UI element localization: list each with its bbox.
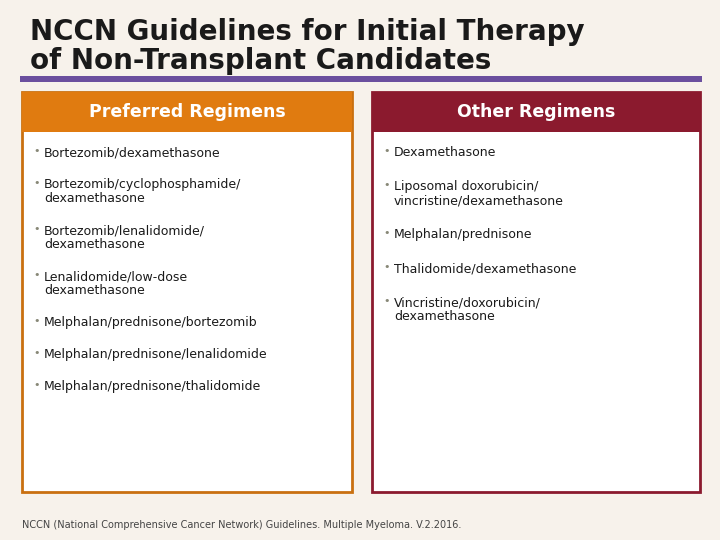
Text: dexamethasone: dexamethasone <box>394 310 495 323</box>
Text: •: • <box>383 296 390 306</box>
FancyBboxPatch shape <box>22 92 352 132</box>
FancyBboxPatch shape <box>372 92 700 132</box>
Text: NCCN Guidelines for Initial Therapy: NCCN Guidelines for Initial Therapy <box>30 18 585 46</box>
Text: Liposomal doxorubicin/: Liposomal doxorubicin/ <box>394 180 539 193</box>
Text: •: • <box>33 380 40 390</box>
Text: Bortezomib/lenalidomide/: Bortezomib/lenalidomide/ <box>44 224 205 237</box>
FancyBboxPatch shape <box>20 76 702 82</box>
Text: vincristine/dexamethasone: vincristine/dexamethasone <box>394 194 564 207</box>
Text: Dexamethasone: Dexamethasone <box>394 146 496 159</box>
Text: •: • <box>383 228 390 238</box>
Text: •: • <box>383 180 390 190</box>
Text: •: • <box>33 270 40 280</box>
Text: Bortezomib/dexamethasone: Bortezomib/dexamethasone <box>44 146 220 159</box>
Text: Melphalan/prednisone: Melphalan/prednisone <box>394 228 533 241</box>
FancyBboxPatch shape <box>22 92 352 492</box>
Text: •: • <box>383 146 390 156</box>
Text: dexamethasone: dexamethasone <box>44 238 145 251</box>
Text: Preferred Regimens: Preferred Regimens <box>89 103 285 121</box>
Text: •: • <box>33 146 40 156</box>
Text: dexamethasone: dexamethasone <box>44 192 145 205</box>
Text: dexamethasone: dexamethasone <box>44 284 145 297</box>
Text: •: • <box>33 224 40 234</box>
Text: Other Regimens: Other Regimens <box>456 103 615 121</box>
Text: NCCN (National Comprehensive Cancer Network) Guidelines. Multiple Myeloma. V.2.2: NCCN (National Comprehensive Cancer Netw… <box>22 520 462 530</box>
Text: •: • <box>33 316 40 326</box>
Text: •: • <box>383 262 390 272</box>
Text: Vincristine/doxorubicin/: Vincristine/doxorubicin/ <box>394 296 541 309</box>
Text: •: • <box>33 178 40 188</box>
FancyBboxPatch shape <box>372 92 700 492</box>
Text: Thalidomide/dexamethasone: Thalidomide/dexamethasone <box>394 262 577 275</box>
Text: Lenalidomide/low-dose: Lenalidomide/low-dose <box>44 270 188 283</box>
Text: Bortezomib/cyclophosphamide/: Bortezomib/cyclophosphamide/ <box>44 178 241 191</box>
Text: •: • <box>33 348 40 358</box>
Text: of Non-Transplant Candidates: of Non-Transplant Candidates <box>30 47 491 75</box>
Text: Melphalan/prednisone/bortezomib: Melphalan/prednisone/bortezomib <box>44 316 258 329</box>
Text: Melphalan/prednisone/lenalidomide: Melphalan/prednisone/lenalidomide <box>44 348 268 361</box>
Text: Melphalan/prednisone/thalidomide: Melphalan/prednisone/thalidomide <box>44 380 261 393</box>
